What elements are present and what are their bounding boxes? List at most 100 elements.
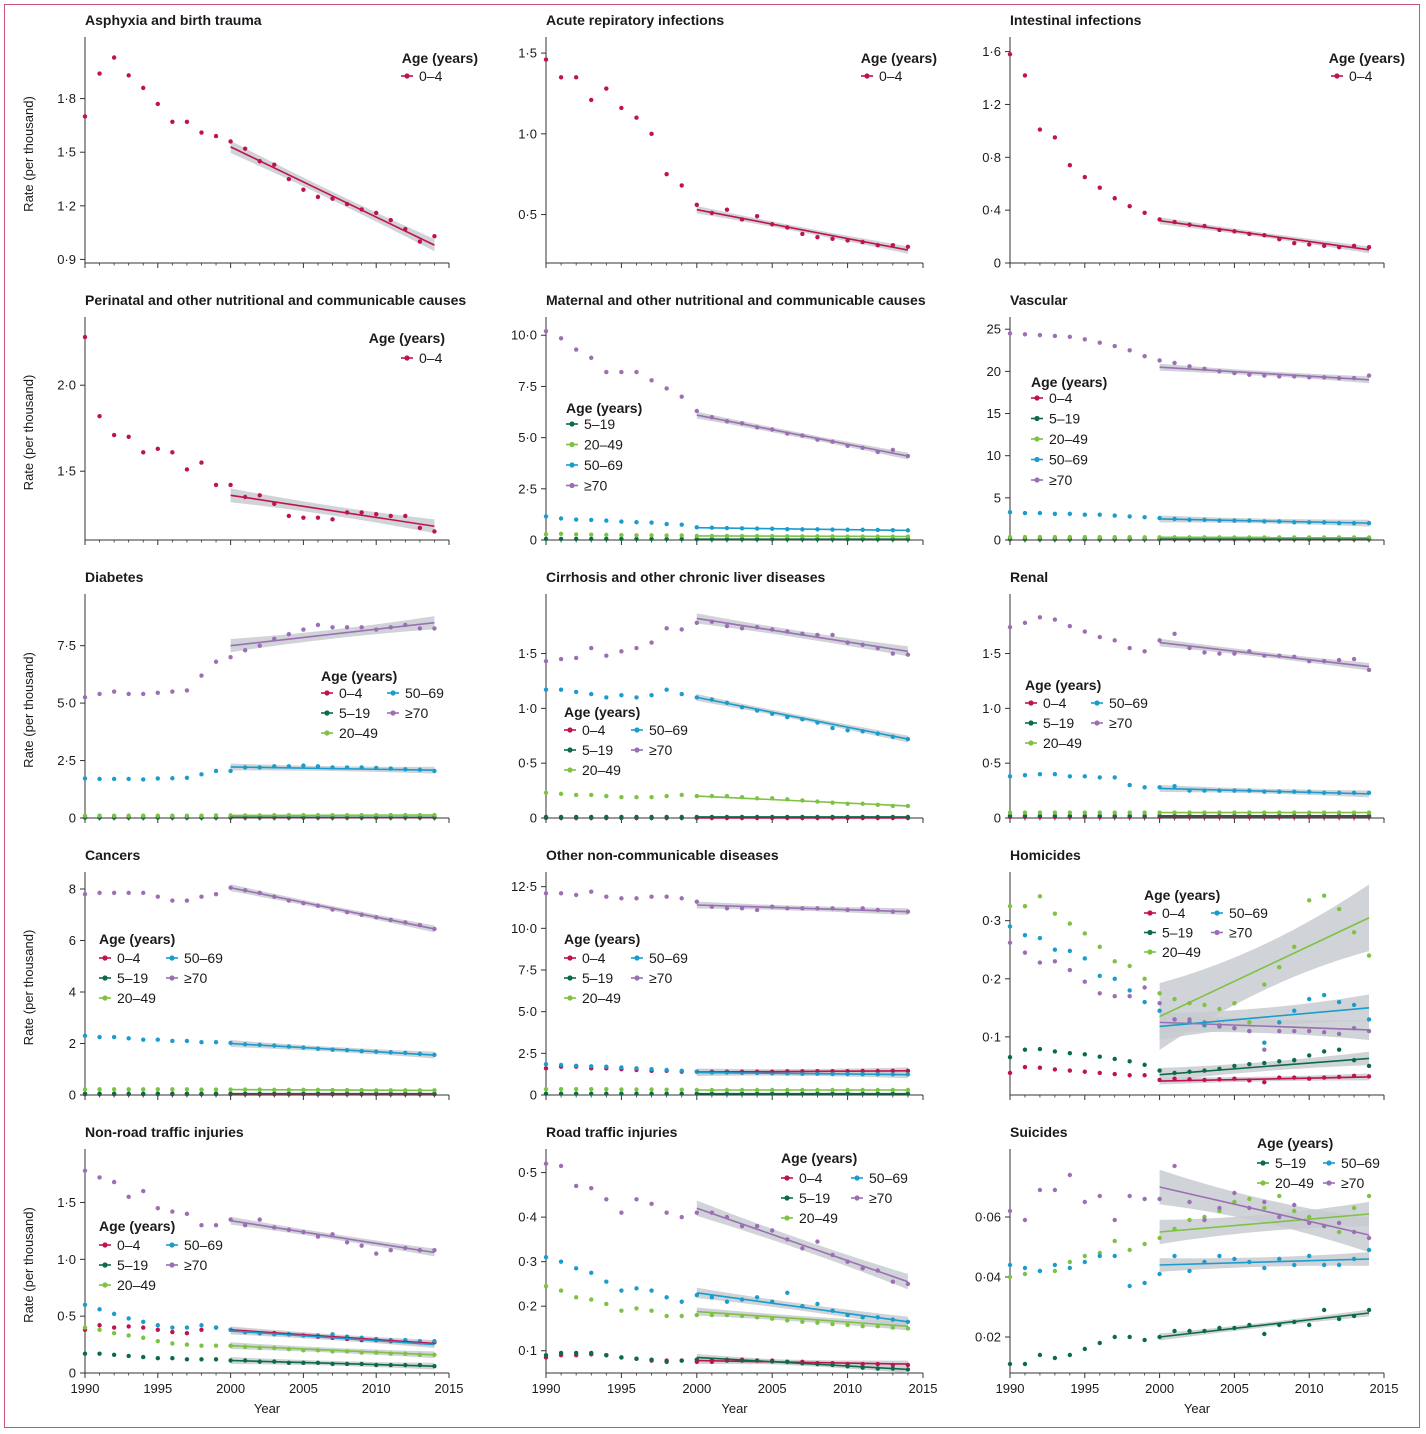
data-point-20-49 — [680, 533, 684, 537]
data-point-50-69 — [1053, 512, 1057, 516]
data-point-20-49 — [619, 1308, 623, 1312]
data-point-5-19 — [1247, 1062, 1251, 1066]
data-point-ge70 — [1172, 1164, 1176, 1168]
data-point-ge70 — [301, 627, 305, 631]
legend-swatch-dot — [1094, 700, 1099, 705]
data-point-50-69 — [589, 1271, 593, 1275]
legend-swatch-dot — [854, 1195, 859, 1200]
data-point-ge70 — [559, 657, 563, 661]
data-point-ge70 — [619, 649, 623, 653]
y-tick-label: 0 — [994, 256, 1001, 271]
data-point-20-49 — [574, 1295, 578, 1299]
y-tick-label: 20 — [987, 364, 1001, 379]
legend-swatch-dot — [1028, 740, 1033, 745]
data-point-20-49 — [1023, 810, 1027, 814]
data-point-ge70 — [604, 1197, 608, 1201]
y-tick-label: 0·1 — [982, 1029, 1001, 1044]
data-point-5-19 — [1127, 1335, 1131, 1339]
data-point-20-49 — [1172, 997, 1176, 1001]
data-point-20-49 — [1127, 810, 1131, 814]
data-point-50-69 — [1142, 1281, 1146, 1285]
data-point-ge70 — [695, 409, 699, 413]
legend-swatch-dot — [404, 355, 409, 360]
x-tick-label: 2015 — [1370, 1381, 1399, 1396]
y-tick-label: 1·5 — [57, 464, 76, 479]
data-point-20-49 — [214, 1344, 218, 1348]
data-point-0-4 — [604, 86, 608, 90]
data-point-20-49 — [1262, 1206, 1266, 1210]
legend-label: 0–4 — [582, 722, 606, 738]
x-tick-label: 1995 — [607, 1381, 636, 1396]
y-tick-label: 0·06 — [975, 1210, 1001, 1225]
data-point-0-4 — [374, 512, 378, 516]
x-tick-label: 1995 — [1070, 1381, 1099, 1396]
data-point-20-49 — [1217, 1007, 1221, 1011]
x-tick-label: 2005 — [1220, 1381, 1249, 1396]
data-point-20-49 — [1008, 904, 1012, 908]
data-point-20-49 — [664, 533, 668, 537]
data-point-ge70 — [680, 394, 684, 398]
data-point-ge70 — [544, 891, 548, 895]
legend-swatch-dot — [1034, 416, 1039, 421]
data-point-ge70 — [1127, 348, 1131, 352]
data-point-ge70 — [574, 1184, 578, 1188]
y-tick-label: 0 — [530, 1088, 537, 1103]
data-point-0-4 — [664, 172, 668, 176]
data-point-20-49 — [185, 1087, 189, 1091]
y-tick-label: 5·0 — [518, 430, 537, 445]
data-point-20-49 — [97, 1087, 101, 1091]
data-point-ge70 — [432, 626, 436, 630]
data-point-50-69 — [214, 1325, 218, 1329]
data-point-0-4 — [680, 183, 684, 187]
data-point-ge70 — [800, 1246, 804, 1250]
data-point-ge70 — [891, 1280, 895, 1284]
data-point-20-49 — [589, 1087, 593, 1091]
data-point-ge70 — [1172, 632, 1176, 636]
data-point-5-19 — [1068, 1353, 1072, 1357]
data-point-20-49 — [199, 814, 203, 818]
legend-label: 5–19 — [117, 1257, 148, 1273]
data-point-ge70 — [1023, 950, 1027, 954]
data-point-5-19 — [574, 537, 578, 541]
data-point-50-69 — [1083, 774, 1087, 778]
legend-label: 50–69 — [1341, 1155, 1380, 1171]
data-point-5-19 — [141, 1092, 145, 1096]
data-point-0-4 — [1292, 241, 1296, 245]
legend-label: ≥70 — [1341, 1175, 1364, 1191]
data-point-20-49 — [1053, 810, 1057, 814]
data-point-ge70 — [544, 329, 548, 333]
data-point-20-49 — [1068, 810, 1072, 814]
data-point-ge70 — [1157, 358, 1161, 362]
data-point-ge70 — [574, 347, 578, 351]
legend-swatch-dot — [324, 730, 329, 735]
legend-label: ≥70 — [1229, 925, 1252, 941]
y-tick-label: 0 — [994, 533, 1001, 548]
data-point-20-49 — [1113, 1239, 1117, 1243]
legend-swatch-dot — [567, 995, 572, 1000]
data-point-0-4 — [228, 139, 232, 143]
data-point-50-69 — [1277, 1257, 1281, 1261]
legend-swatch-dot — [567, 955, 572, 960]
legend-label: 5–19 — [582, 970, 613, 986]
legend-label: 50–69 — [649, 722, 688, 738]
data-point-0-4 — [649, 132, 653, 136]
data-point-0-4 — [1008, 52, 1012, 56]
data-point-ge70 — [374, 1251, 378, 1255]
data-point-5-19 — [544, 1353, 548, 1357]
data-point-50-69 — [1053, 1263, 1057, 1267]
data-point-ge70 — [1113, 994, 1117, 998]
data-point-ge70 — [1113, 638, 1117, 642]
data-point-5-19 — [619, 815, 623, 819]
data-point-50-69 — [755, 1295, 759, 1299]
y-tick-label: 0·04 — [975, 1270, 1001, 1285]
data-point-20-49 — [634, 1087, 638, 1091]
data-point-ge70 — [1367, 1236, 1371, 1240]
data-point-ge70 — [1142, 985, 1146, 989]
data-point-50-69 — [1068, 512, 1072, 516]
data-point-50-69 — [1352, 1003, 1356, 1007]
data-point-20-49 — [845, 1323, 849, 1327]
data-point-50-69 — [1142, 515, 1146, 519]
legend-label: 20–49 — [582, 762, 621, 778]
data-point-20-49 — [1053, 1269, 1057, 1273]
data-point-20-49 — [544, 1087, 548, 1091]
